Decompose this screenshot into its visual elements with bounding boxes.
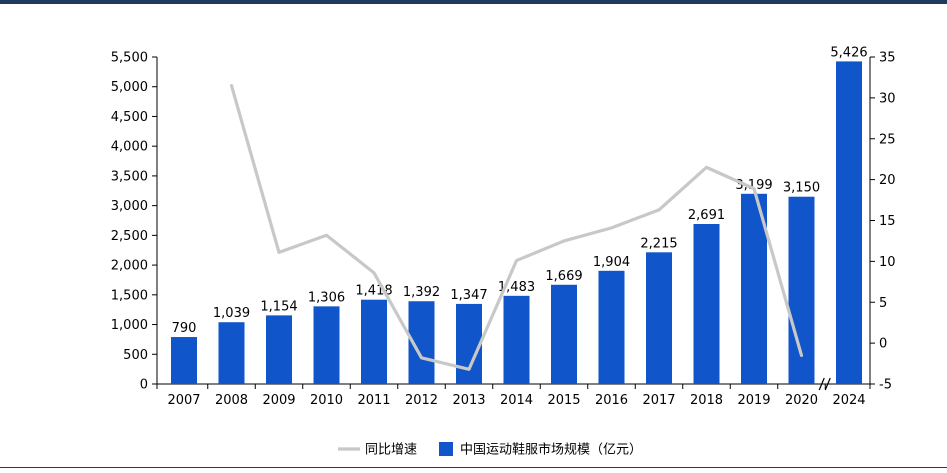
x-tick-label: 2016 (595, 393, 628, 408)
bar (171, 337, 197, 384)
y-left-tick-label: 2,500 (111, 229, 148, 244)
x-tick-label: 2010 (310, 393, 343, 408)
bar (646, 252, 672, 384)
y-left-tick-label: 5,500 (111, 51, 148, 66)
x-tick-label: 2019 (737, 393, 770, 408)
bar (598, 270, 625, 384)
bar-value-label: 2,215 (640, 236, 677, 251)
y-left-tick-label: 4,000 (111, 140, 148, 155)
legend-bar-swatch (439, 442, 453, 456)
y-right-tick-label: 35 (879, 51, 896, 66)
bar (693, 224, 720, 384)
top-border (0, 0, 947, 4)
y-left-tick-label: 500 (123, 348, 148, 363)
bar-value-label: 1,154 (260, 299, 297, 314)
bar (456, 303, 482, 384)
bottom-border (0, 467, 947, 468)
y-left-tick-label: 0 (140, 378, 148, 393)
y-left-tick-label: 1,000 (111, 318, 148, 333)
bar (361, 299, 387, 384)
axis-break-mark (818, 377, 825, 391)
bar (503, 295, 530, 384)
axis-break-mark (824, 377, 831, 391)
y-right-tick-label: 25 (879, 132, 896, 147)
y-right-tick-label: 15 (879, 214, 896, 229)
bar-value-label: 5,426 (830, 45, 867, 60)
bar-value-label: 1,039 (213, 306, 250, 321)
bar-value-label: 3,150 (783, 181, 820, 196)
legend-bar-label: 中国运动鞋服市场规模（亿元） (460, 442, 642, 458)
legend-line-label: 同比增速 (365, 443, 417, 458)
bar (313, 306, 340, 384)
y-left-tick-label: 4,500 (111, 110, 148, 125)
y-right-tick-label: 10 (879, 255, 896, 270)
bar (551, 284, 577, 384)
bar (218, 322, 245, 384)
bar-value-label: 1,904 (593, 255, 630, 270)
bar-value-label: 2,691 (688, 208, 725, 223)
x-tick-label: 2015 (547, 393, 580, 408)
x-tick-label: 2018 (690, 393, 723, 408)
y-right-tick-label: -5 (879, 378, 892, 393)
bar-value-label: 3,199 (735, 178, 772, 193)
growth-rate-line (229, 84, 804, 371)
y-right-tick-label: 20 (879, 173, 896, 188)
x-tick-label: 2017 (642, 393, 675, 408)
bar-value-label: 1,347 (450, 288, 487, 303)
x-tick-label: 2007 (167, 393, 200, 408)
x-tick-label: 2024 (832, 393, 865, 408)
x-tick-label: 2008 (215, 393, 248, 408)
bar-value-label: 1,392 (403, 285, 440, 300)
bar-value-label: 1,669 (545, 269, 582, 284)
y-left-tick-label: 1,500 (111, 288, 148, 303)
y-right-tick-label: 0 (879, 337, 887, 352)
y-left-tick-label: 3,500 (111, 169, 148, 184)
y-left-tick-label: 2,000 (111, 259, 148, 274)
bar (266, 315, 292, 384)
x-tick-label: 2009 (262, 393, 295, 408)
x-tick-label: 2014 (500, 393, 533, 408)
x-tick-label: 2011 (357, 393, 390, 408)
x-tick-label: 2013 (452, 393, 485, 408)
y-right-tick-label: 30 (879, 91, 896, 106)
bar-value-label: 790 (172, 321, 197, 336)
y-right-tick-label: 5 (879, 296, 887, 311)
y-left-tick-label: 5,000 (111, 80, 148, 95)
x-tick-label: 2020 (785, 393, 818, 408)
bar-value-label: 1,306 (308, 290, 345, 305)
bar (836, 61, 862, 385)
y-left-tick-label: 3,000 (111, 199, 148, 214)
x-tick-label: 2012 (405, 393, 438, 408)
bar (741, 193, 767, 384)
